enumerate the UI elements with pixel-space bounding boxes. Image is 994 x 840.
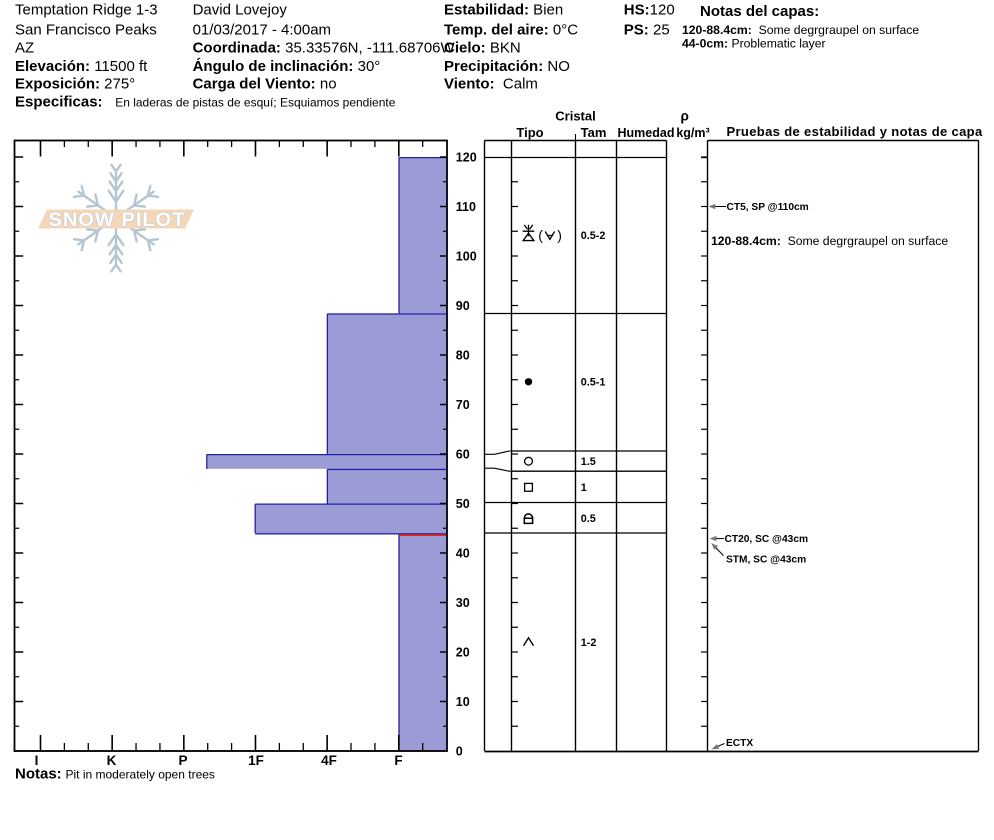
svg-text:44-0cm: Problematic layer: 44-0cm: Problematic layer — [682, 37, 826, 51]
svg-text:Temp. del aire: 0°C: Temp. del aire: 0°C — [444, 22, 578, 39]
svg-text:1.5: 1.5 — [581, 456, 596, 468]
svg-text:): ) — [557, 227, 562, 243]
svg-text:0: 0 — [456, 744, 463, 758]
svg-text:Temptation Ridge 1-3: Temptation Ridge 1-3 — [15, 2, 158, 19]
svg-text:30: 30 — [456, 596, 470, 610]
svg-text:Precipitación: NO: Precipitación: NO — [444, 58, 570, 75]
svg-text:20: 20 — [456, 645, 470, 659]
svg-text:60: 60 — [456, 447, 470, 461]
svg-text:K: K — [107, 753, 117, 768]
svg-text:120-88.4cm: Some degrgraupel: 120-88.4cm: Some degrgraupel on surface — [711, 234, 948, 248]
svg-text:Ángulo de inclinación: 30°: Ángulo de inclinación: 30° — [193, 58, 381, 75]
svg-text:Exposición: 275°: Exposición: 275° — [15, 76, 135, 93]
svg-text:Cielo: BKN: Cielo: BKN — [444, 40, 521, 57]
svg-text:Estabilidad: Bien: Estabilidad: Bien — [444, 2, 563, 19]
svg-text:STM, SC @43cm: STM, SC @43cm — [726, 554, 806, 565]
svg-text:San Francisco Peaks: San Francisco Peaks — [15, 22, 157, 39]
svg-text:Viento: Calm: Viento: Calm — [444, 76, 538, 93]
svg-text:120-88.4cm: Some degrgraupel: 120-88.4cm: Some degrgraupel on surface — [682, 23, 919, 37]
svg-text:Coordinada: 35.33576N, -111.68: Coordinada: 35.33576N, -111.68706W — [193, 40, 456, 57]
svg-text:70: 70 — [456, 398, 470, 412]
svg-text:HS:120: HS:120 — [624, 2, 675, 19]
svg-text:90: 90 — [456, 299, 470, 313]
svg-text:Elevación: 11500 ft: Elevación: 11500 ft — [15, 58, 148, 75]
svg-text:SNOW PILOT: SNOW PILOT — [49, 209, 186, 231]
svg-text:Cristal: Cristal — [555, 109, 595, 124]
svg-text:Notas:: Notas: — [15, 766, 62, 783]
svg-text:PS: 25: PS: 25 — [624, 22, 670, 39]
svg-text:Carga del Viento: no: Carga del Viento: no — [193, 76, 337, 93]
svg-text:kg/m³: kg/m³ — [676, 126, 709, 140]
svg-text:AZ: AZ — [15, 40, 34, 57]
svg-text:1: 1 — [581, 482, 587, 494]
svg-text:1F: 1F — [248, 753, 264, 768]
svg-text:Tam: Tam — [581, 125, 607, 140]
svg-text:Pruebas de estabilidad y notas: Pruebas de estabilidad y notas de capa — [727, 124, 983, 139]
svg-text:0.5-1: 0.5-1 — [581, 377, 606, 389]
svg-text:0.5-2: 0.5-2 — [581, 230, 606, 242]
svg-text:100: 100 — [456, 249, 477, 263]
svg-text:ECTX: ECTX — [726, 738, 753, 749]
svg-text:CT20, SC @43cm: CT20, SC @43cm — [725, 534, 809, 545]
svg-text:Tipo: Tipo — [516, 125, 543, 140]
svg-text:P: P — [178, 753, 187, 768]
svg-text:En laderas de pistas de esquí;: En laderas de pistas de esquí; Esquiamos… — [115, 95, 396, 109]
svg-text:Humedad: Humedad — [618, 126, 675, 140]
svg-text:120: 120 — [456, 150, 477, 164]
svg-text:F: F — [394, 753, 402, 768]
svg-text:(: ( — [538, 227, 543, 243]
svg-text:110: 110 — [456, 200, 476, 214]
svg-text:10: 10 — [456, 695, 470, 709]
svg-text:I: I — [35, 753, 39, 768]
svg-text:ρ: ρ — [681, 109, 689, 124]
svg-text:David Lovejoy: David Lovejoy — [193, 2, 288, 19]
svg-text:Pit in moderately open trees: Pit in moderately open trees — [66, 768, 215, 782]
svg-text:01/03/2017 - 4:00am: 01/03/2017 - 4:00am — [193, 22, 331, 39]
svg-text:50: 50 — [456, 497, 470, 511]
svg-text:0.5: 0.5 — [581, 513, 596, 525]
svg-text:1-2: 1-2 — [581, 637, 597, 649]
svg-text:80: 80 — [456, 348, 470, 362]
svg-text:4F: 4F — [321, 753, 337, 768]
svg-text:40: 40 — [456, 546, 470, 560]
svg-text:CT5, SP @110cm: CT5, SP @110cm — [727, 202, 809, 213]
svg-text:Especificas:: Especificas: — [15, 94, 103, 111]
svg-text:Notas del capas:: Notas del capas: — [700, 3, 819, 20]
